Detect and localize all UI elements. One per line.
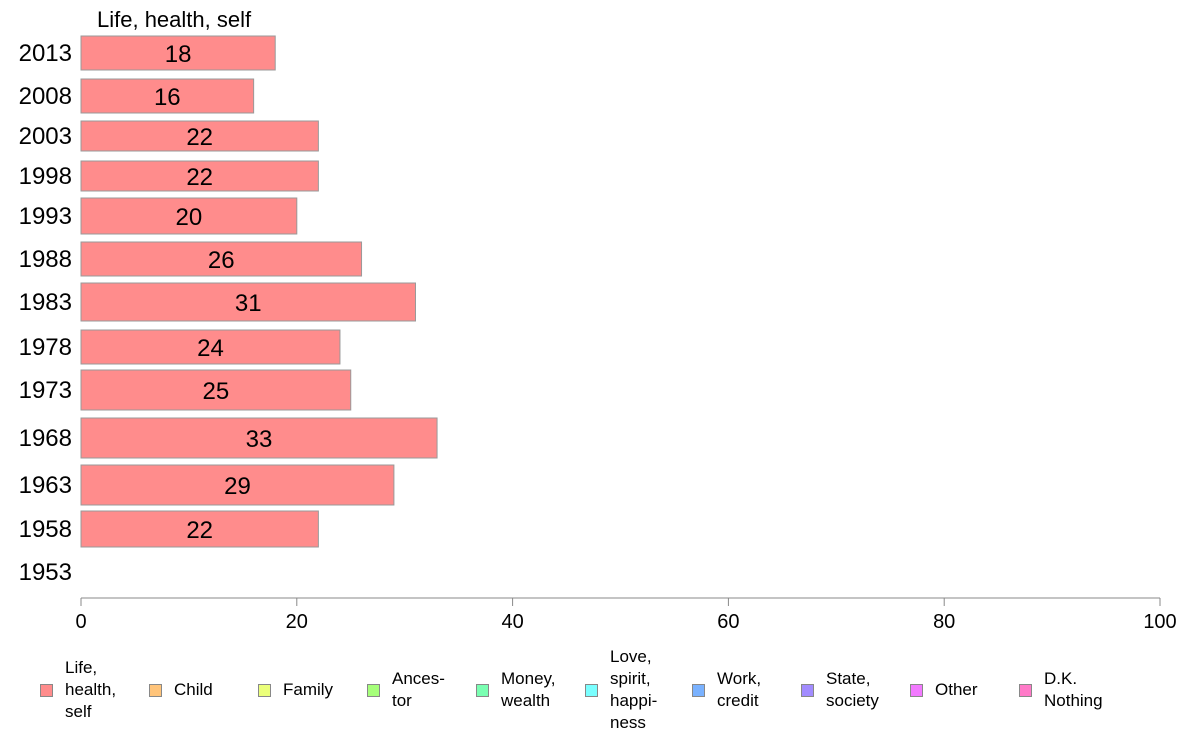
- y-tick-label: 2008: [19, 83, 72, 110]
- legend-item: Love, spirit, happi- ness: [585, 644, 657, 736]
- y-tick-label: 1958: [19, 516, 72, 543]
- bar-value-label: 26: [208, 247, 235, 274]
- legend-item: Child: [149, 644, 213, 736]
- bar: [80, 120, 319, 152]
- bar: [80, 282, 416, 322]
- legend-swatch: [367, 683, 380, 697]
- legend-item: D.K. Nothing: [1019, 644, 1103, 736]
- bar-value-label: 20: [176, 204, 203, 231]
- legend-label: Love, spirit, happi- ness: [610, 647, 658, 732]
- legend-item: Other: [910, 644, 978, 736]
- bar: [80, 35, 276, 71]
- legend-item: Work, credit: [692, 644, 761, 736]
- legend-item: Money, wealth: [476, 644, 556, 736]
- legend-label: State, society: [826, 669, 879, 710]
- legend-swatch: [910, 683, 923, 697]
- legend-item: Ances- tor: [367, 644, 445, 736]
- bar-value-label: 31: [235, 290, 262, 317]
- x-tick-label: 80: [933, 611, 955, 633]
- legend-label: Life, health, self: [65, 658, 117, 721]
- y-tick-label: 2013: [19, 40, 72, 67]
- bar-value-label: 16: [154, 84, 181, 111]
- y-tick-label: 1993: [19, 203, 72, 230]
- bar: [80, 369, 352, 411]
- bar: [80, 464, 395, 506]
- bar-value-label: 18: [165, 41, 192, 68]
- legend-label: Ances- tor: [392, 669, 445, 710]
- legend-swatch: [476, 683, 489, 697]
- x-tick-label: 20: [286, 611, 308, 633]
- legend: Life, health, self Child Family Ances- tor M…: [0, 644, 1188, 736]
- legend-label: Work, credit: [717, 669, 762, 710]
- y-tick-label: 1968: [19, 425, 72, 452]
- legend-label: Other: [935, 680, 978, 699]
- y-tick-label: 1978: [19, 334, 72, 361]
- y-tick-label: 1983: [19, 289, 72, 316]
- legend-swatch: [585, 683, 598, 697]
- y-tick-label: 1973: [19, 377, 72, 404]
- bar: [80, 160, 319, 192]
- x-tick-label: 40: [501, 611, 523, 633]
- bar-value-label: 25: [203, 378, 230, 405]
- bar: [80, 417, 438, 459]
- y-tick-label: 1988: [19, 246, 72, 273]
- bar-value-label: 29: [224, 473, 251, 500]
- bar: [80, 197, 298, 235]
- legend-item: State, society: [801, 644, 879, 736]
- bar: [80, 510, 319, 548]
- legend-swatch: [40, 683, 53, 697]
- legend-label: Child: [174, 680, 213, 699]
- y-tick-label: 1953: [19, 559, 72, 586]
- legend-swatch: [1019, 683, 1032, 697]
- bar-value-label: 22: [186, 517, 213, 544]
- legend-label: D.K. Nothing: [1044, 669, 1103, 710]
- legend-item: Life, health, self: [40, 644, 116, 736]
- legend-label: Family: [283, 680, 334, 699]
- y-tick-label: 1998: [19, 163, 72, 190]
- y-tick-label: 2003: [19, 123, 72, 150]
- legend-swatch: [149, 683, 162, 697]
- bar-value-label: 33: [246, 426, 273, 453]
- legend-swatch: [801, 683, 814, 697]
- series-title: Life, health, self: [97, 7, 252, 32]
- legend-item: Family: [258, 644, 333, 736]
- bar: [80, 329, 341, 365]
- bar: [80, 241, 363, 277]
- bar-value-label: 22: [186, 124, 213, 151]
- legend-swatch: [692, 683, 705, 697]
- bar-value-label: 22: [186, 164, 213, 191]
- bar: [80, 78, 255, 114]
- y-tick-label: 1963: [19, 472, 72, 499]
- legend-label: Money, wealth: [501, 669, 556, 710]
- legend-swatch: [258, 683, 271, 697]
- x-tick-label: 60: [717, 611, 739, 633]
- x-tick-label: 0: [75, 611, 86, 633]
- bar-value-label: 24: [197, 335, 224, 362]
- x-tick-label: 100: [1143, 611, 1176, 633]
- bar-chart: Life, health, self 2013 18 2008 16 2003 22 199…: [19, 7, 1177, 633]
